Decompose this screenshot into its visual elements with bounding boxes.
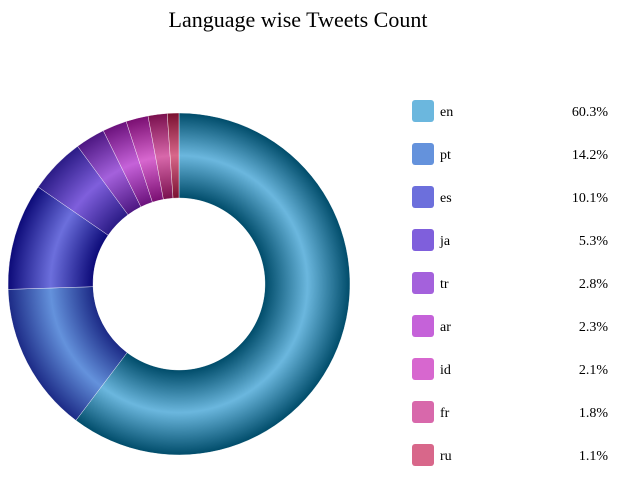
legend-value-tr: 2.8% [579,277,609,292]
slice-ru[interactable] [166,112,180,199]
legend-item-ar[interactable]: ar 2.3% [412,315,608,337]
legend-item-ja[interactable]: ja 5.3% [412,229,608,251]
legend-item-es[interactable]: es 10.1% [412,186,608,208]
legend-swatch-fr [412,401,434,423]
legend-swatch-ja [412,229,434,251]
slice-en[interactable] [75,112,351,456]
legend-label-pt: pt [440,148,451,163]
legend-item-en[interactable]: en 60.3% [412,100,608,122]
legend-label-es: es [440,191,452,206]
donut-slices [7,112,351,456]
legend-item-tr[interactable]: tr 2.8% [412,272,608,294]
legend-value-es: 10.1% [572,191,609,206]
legend-label-ru: ru [440,449,452,464]
legend-label-ja: ja [439,234,451,249]
legend-value-id: 2.1% [579,363,609,378]
legend-swatch-tr [412,272,434,294]
legend-item-fr[interactable]: fr 1.8% [412,401,608,423]
legend-value-en: 60.3% [572,105,609,120]
legend: en 60.3% pt 14.2% es 10.1% ja 5.3% tr 2.8% ar 2.3% i… [412,100,608,466]
legend-label-fr: fr [440,406,450,421]
legend-value-ru: 1.1% [579,449,609,464]
legend-swatch-en [412,100,434,122]
legend-swatch-ar [412,315,434,337]
legend-label-id: id [440,363,451,378]
slice-pt[interactable] [7,286,128,421]
legend-item-ru[interactable]: ru 1.1% [412,444,608,466]
legend-item-id[interactable]: id 2.1% [412,358,608,380]
legend-value-ar: 2.3% [579,320,609,335]
legend-swatch-ru [412,444,434,466]
legend-swatch-pt [412,143,434,165]
legend-swatch-es [412,186,434,208]
legend-value-fr: 1.8% [579,406,609,421]
legend-value-ja: 5.3% [579,234,609,249]
chart-title: Language wise Tweets Count [169,7,428,32]
legend-value-pt: 14.2% [572,148,609,163]
legend-label-tr: tr [440,277,449,292]
legend-label-ar: ar [440,320,451,335]
legend-swatch-id [412,358,434,380]
legend-label-en: en [440,105,453,120]
legend-item-pt[interactable]: pt 14.2% [412,143,608,165]
